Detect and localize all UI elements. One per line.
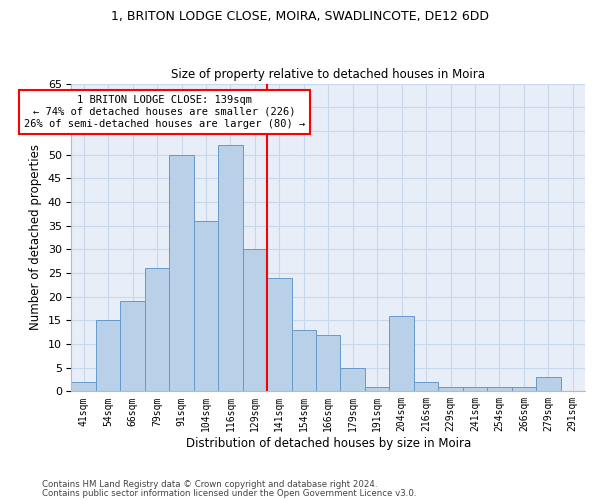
Text: Contains public sector information licensed under the Open Government Licence v3: Contains public sector information licen… (42, 489, 416, 498)
Bar (194, 221, 218, 392)
Bar (121, 302, 145, 392)
Y-axis label: Number of detached properties: Number of detached properties (29, 144, 42, 330)
Bar (340, 368, 365, 392)
Bar (414, 382, 438, 392)
Title: Size of property relative to detached houses in Moira: Size of property relative to detached ho… (171, 68, 485, 81)
Bar (145, 268, 169, 392)
Text: Contains HM Land Registry data © Crown copyright and database right 2024.: Contains HM Land Registry data © Crown c… (42, 480, 377, 489)
Bar (96, 320, 121, 392)
Text: 1 BRITON LODGE CLOSE: 139sqm
← 74% of detached houses are smaller (226)
26% of s: 1 BRITON LODGE CLOSE: 139sqm ← 74% of de… (24, 96, 305, 128)
Bar (536, 377, 560, 392)
Bar (71, 382, 96, 392)
Bar (512, 386, 536, 392)
Bar (389, 316, 414, 392)
Bar (438, 386, 463, 392)
X-axis label: Distribution of detached houses by size in Moira: Distribution of detached houses by size … (185, 437, 471, 450)
Bar (218, 145, 242, 392)
Bar (169, 154, 194, 392)
Bar (316, 334, 340, 392)
Bar (487, 386, 512, 392)
Bar (292, 330, 316, 392)
Bar (463, 386, 487, 392)
Bar (365, 386, 389, 392)
Text: 1, BRITON LODGE CLOSE, MOIRA, SWADLINCOTE, DE12 6DD: 1, BRITON LODGE CLOSE, MOIRA, SWADLINCOT… (111, 10, 489, 23)
Bar (267, 278, 292, 392)
Bar (242, 250, 267, 392)
